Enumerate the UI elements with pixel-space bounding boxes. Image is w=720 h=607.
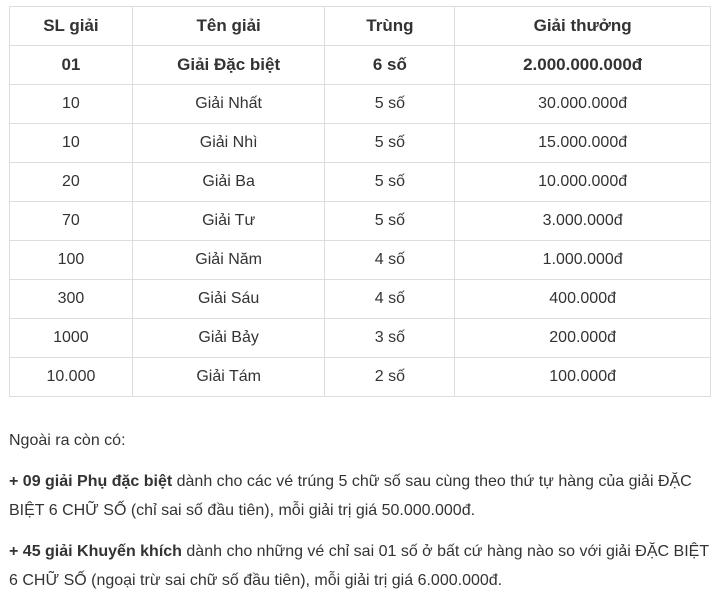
cell-match: 3 số xyxy=(324,318,456,358)
cell-match: 5 số xyxy=(324,162,456,202)
cell-prize-name: Giải Nhất xyxy=(131,84,326,124)
cell-quantity: 1000 xyxy=(9,318,133,358)
cell-match: 5 số xyxy=(324,84,456,124)
cell-prize-value: 200.000đ xyxy=(454,318,711,358)
cell-prize-value: 10.000.000đ xyxy=(454,162,711,202)
cell-quantity: 10 xyxy=(9,123,133,163)
cell-quantity: 10 xyxy=(9,84,133,124)
cell-match: 6 số xyxy=(324,45,456,85)
cell-prize-name: Giải Tám xyxy=(131,357,326,397)
note-item-bold: + 45 giải Khuyến khích xyxy=(9,543,182,560)
note-item-text: dành cho những vé chỉ sai 01 số ở bất cứ… xyxy=(9,543,709,589)
table-row: 10 Giải Nhất 5 số 30.000.000đ xyxy=(9,84,711,124)
cell-prize-value: 15.000.000đ xyxy=(454,123,711,163)
cell-quantity: 20 xyxy=(9,162,133,202)
table-header-row: SL giải Tên giải Trùng Giải thưởng xyxy=(9,6,711,46)
table-row: 100 Giải Năm 4 số 1.000.000đ xyxy=(9,240,711,280)
table-row: 20 Giải Ba 5 số 10.000.000đ xyxy=(9,162,711,202)
cell-match: 2 số xyxy=(324,357,456,397)
cell-prize-name: Giải Ba xyxy=(131,162,326,202)
table-row: 10.000 Giải Tám 2 số 100.000đ xyxy=(9,357,711,397)
note-item-text: dành cho các vé trúng 5 chữ số sau cùng … xyxy=(9,473,692,519)
note-item: + 09 giải Phụ đặc biệt dành cho các vé t… xyxy=(9,467,714,525)
header-match: Trùng xyxy=(324,6,456,46)
cell-match: 4 số xyxy=(324,240,456,280)
cell-prize-name: Giải Sáu xyxy=(131,279,326,319)
cell-match: 4 số xyxy=(324,279,456,319)
table-row: 1000 Giải Bảy 3 số 200.000đ xyxy=(9,318,711,358)
header-quantity: SL giải xyxy=(9,6,133,46)
cell-prize-value: 3.000.000đ xyxy=(454,201,711,241)
cell-quantity: 100 xyxy=(9,240,133,280)
cell-prize-value: 100.000đ xyxy=(454,357,711,397)
note-item-bold: + 09 giải Phụ đặc biệt xyxy=(9,473,173,490)
notes-section: Ngoài ra còn có: + 09 giải Phụ đặc biệt … xyxy=(9,426,714,607)
cell-prize-value: 2.000.000.000đ xyxy=(454,45,711,85)
notes-intro: Ngoài ra còn có: xyxy=(9,432,126,449)
cell-match: 5 số xyxy=(324,201,456,241)
cell-prize-value: 30.000.000đ xyxy=(454,84,711,124)
table-row: 10 Giải Nhì 5 số 15.000.000đ xyxy=(9,123,711,163)
cell-quantity: 300 xyxy=(9,279,133,319)
note-item: + 45 giải Khuyến khích dành cho những vé… xyxy=(9,537,714,595)
table-row: 70 Giải Tư 5 số 3.000.000đ xyxy=(9,201,711,241)
cell-match: 5 số xyxy=(324,123,456,163)
table-row: 300 Giải Sáu 4 số 400.000đ xyxy=(9,279,711,319)
cell-prize-name: Giải Đặc biệt xyxy=(131,45,326,85)
cell-prize-name: Giải Tư xyxy=(131,201,326,241)
cell-prize-name: Giải Năm xyxy=(131,240,326,280)
cell-prize-name: Giải Nhì xyxy=(131,123,326,163)
prize-table: SL giải Tên giải Trùng Giải thưởng 01 Giả… xyxy=(9,6,711,397)
cell-prize-name: Giải Bảy xyxy=(131,318,326,358)
header-prize-value: Giải thưởng xyxy=(454,6,711,46)
cell-quantity: 70 xyxy=(9,201,133,241)
cell-prize-value: 400.000đ xyxy=(454,279,711,319)
cell-quantity: 10.000 xyxy=(9,357,133,397)
header-prize-name: Tên giải xyxy=(131,6,326,46)
table-row: 01 Giải Đặc biệt 6 số 2.000.000.000đ xyxy=(9,45,711,85)
cell-prize-value: 1.000.000đ xyxy=(454,240,711,280)
cell-quantity: 01 xyxy=(9,45,133,85)
